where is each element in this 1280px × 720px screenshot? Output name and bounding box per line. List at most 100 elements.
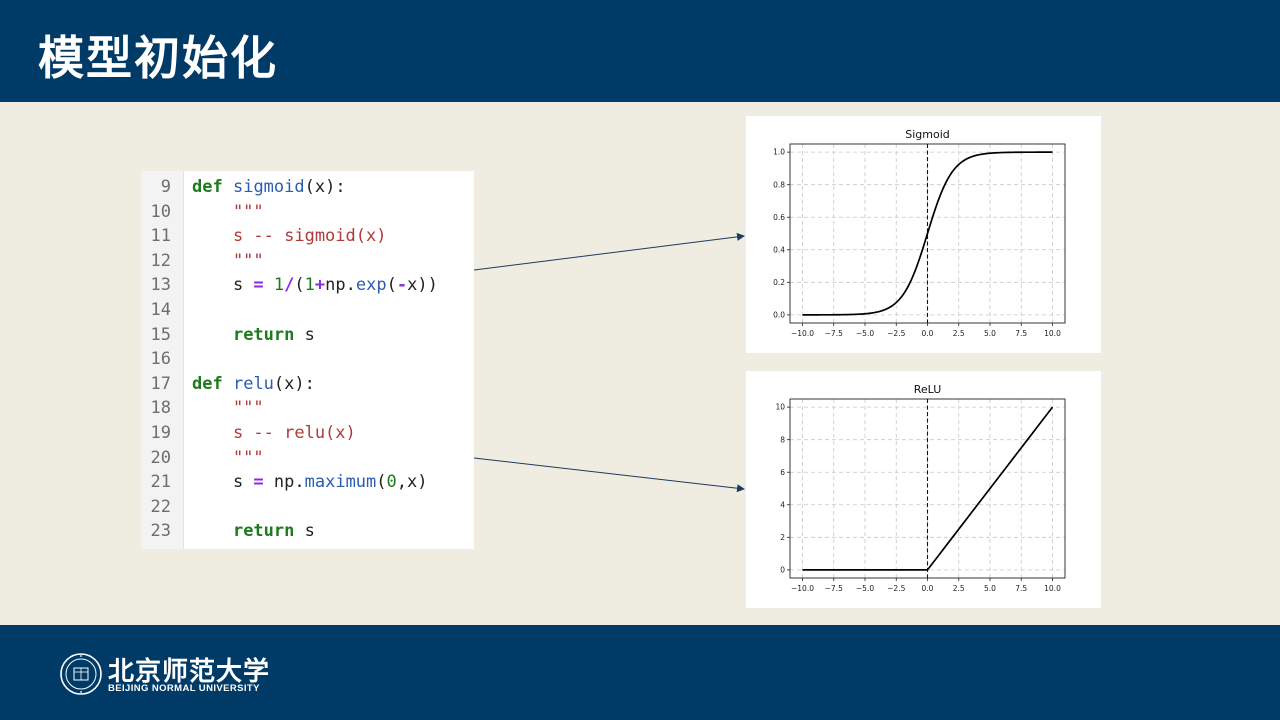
chart-title: ReLU xyxy=(914,383,942,396)
arrow-to-sigmoid-chart xyxy=(473,232,745,271)
code-token: def xyxy=(192,373,223,394)
sigmoid-chart: Sigmoid −10.0 −7.5 −5.0 −2.5 0.0 2.5 5.0 7.5 10.0… xyxy=(746,116,1101,353)
code-token: """ xyxy=(192,201,264,222)
x-tick-label: −5.0 xyxy=(856,584,874,593)
code-token: - xyxy=(396,275,408,296)
code-token: = xyxy=(253,472,264,493)
y-tick-label: 0.6 xyxy=(773,213,785,222)
code-text: """ xyxy=(192,446,264,471)
code-line: 15 return s xyxy=(141,323,474,348)
line-number: 22 xyxy=(150,496,171,517)
code-text: s = 1/(1+np.exp(-x)) xyxy=(192,273,438,298)
line-number: 11 xyxy=(150,226,171,247)
code-line: 9 def sigmoid(x): xyxy=(141,175,474,200)
code-token: sigmoid xyxy=(232,177,305,197)
x-tick-label: −7.5 xyxy=(825,329,843,338)
code-token: ( xyxy=(376,472,387,493)
code-token: """ xyxy=(192,250,264,271)
x-tick-label: 2.5 xyxy=(953,584,965,593)
y-tick-label: 2 xyxy=(780,533,785,542)
code-token: return xyxy=(232,521,295,542)
x-tick-label: 0.0 xyxy=(922,584,934,593)
line-number: 21 xyxy=(150,472,171,493)
code-line: 19 s -- relu(x) xyxy=(141,421,474,446)
line-number-gutter xyxy=(141,171,184,549)
x-tick-label: 5.0 xyxy=(984,584,996,593)
code-text: def sigmoid(x): xyxy=(192,175,346,200)
code-token: relu xyxy=(232,373,274,394)
chart-title: Sigmoid xyxy=(905,128,950,141)
line-number: 14 xyxy=(150,300,171,320)
y-tick-label: 0.4 xyxy=(773,245,785,254)
slide-footer: 北京师范大学 BEIJING NORMAL UNIVERSITY xyxy=(0,625,1280,720)
code-token: s xyxy=(192,472,254,493)
code-line: 11 s -- sigmoid(x) xyxy=(141,224,474,249)
code-text: s -- relu(x) xyxy=(192,421,356,446)
x-tick-label: −2.5 xyxy=(887,584,905,593)
code-token: + xyxy=(314,275,326,296)
relu-chart-svg: ReLU −10.0 −7.5 −5.0 −2.5 0.0 2.5 5.0 7.5 10.0 0 2 4… xyxy=(775,383,1066,593)
code-snippet: 9 def sigmoid(x): 10 """ 11 s -- sigmoid(x)… xyxy=(141,171,474,549)
code-token: s xyxy=(294,324,315,345)
code-token: 1 xyxy=(304,275,315,296)
y-tick-label: 8 xyxy=(780,435,785,444)
y-tick-label: 4 xyxy=(780,500,785,509)
university-name-chinese: 北京师范大学 xyxy=(108,657,271,687)
x-tick-label: −2.5 xyxy=(887,329,905,338)
code-token: exp xyxy=(355,275,387,296)
x-tick-label: 7.5 xyxy=(1015,584,1027,593)
code-line: 13 s = 1/(1+np.exp(-x)) xyxy=(141,273,474,298)
line-number: 19 xyxy=(150,423,171,443)
y-tick-label: 1.0 xyxy=(773,148,785,157)
series-line-sigmoid xyxy=(802,151,1053,316)
code-token: def xyxy=(192,177,223,197)
code-token: / xyxy=(284,275,295,296)
line-number: 23 xyxy=(150,521,171,542)
code-text: return s xyxy=(192,519,315,544)
slide-header: 模型初始化 xyxy=(0,0,1280,102)
code-token: return xyxy=(232,324,295,345)
code-token: x)) xyxy=(407,275,438,296)
x-tick-label: −10.0 xyxy=(791,584,814,593)
code-line: 17 def relu(x): xyxy=(141,372,474,397)
code-token: (x): xyxy=(273,373,315,394)
x-tick-label: 7.5 xyxy=(1015,329,1027,338)
university-seal-icon xyxy=(60,653,102,695)
code-text: """ xyxy=(192,200,264,225)
code-line: 18 """ xyxy=(141,396,474,421)
code-token: s xyxy=(192,275,254,296)
line-number: 9 xyxy=(160,177,171,197)
x-tick-label: −7.5 xyxy=(825,584,843,593)
code-line: 20 """ xyxy=(141,446,474,471)
code-text: def relu(x): xyxy=(192,372,315,397)
code-text: s = np.maximum(0,x) xyxy=(192,470,428,495)
code-token: """ xyxy=(192,447,264,468)
code-line: 23 return s xyxy=(141,519,474,544)
code-text: return s xyxy=(192,323,315,348)
code-token: np. xyxy=(325,275,356,296)
code-token: s -- relu(x) xyxy=(192,423,356,443)
y-tick-label: 0.2 xyxy=(773,278,785,287)
code-line: 12 """ xyxy=(141,249,474,274)
university-name-english: BEIJING NORMAL UNIVERSITY xyxy=(108,683,260,694)
line-number: 13 xyxy=(150,275,171,296)
code-token: ,x) xyxy=(396,472,428,493)
code-token: s xyxy=(294,521,315,542)
code-token: """ xyxy=(192,398,264,419)
code-line: 10 """ xyxy=(141,200,474,225)
line-number: 20 xyxy=(150,447,171,468)
x-tick-label: −5.0 xyxy=(856,329,874,338)
code-line: 16 xyxy=(141,347,474,372)
y-tick-label: 6 xyxy=(780,468,785,477)
y-tick-label: 0.8 xyxy=(773,180,785,189)
y-tick-label: 0 xyxy=(780,565,785,574)
code-token: 0 xyxy=(386,472,397,493)
series-line-relu xyxy=(802,406,1054,571)
line-number: 18 xyxy=(150,398,171,419)
code-token: ( xyxy=(386,275,397,296)
code-token: np. xyxy=(263,472,305,493)
code-line: 21 s = np.maximum(0,x) xyxy=(141,470,474,495)
line-number: 16 xyxy=(150,349,171,370)
code-token: = xyxy=(253,275,264,296)
